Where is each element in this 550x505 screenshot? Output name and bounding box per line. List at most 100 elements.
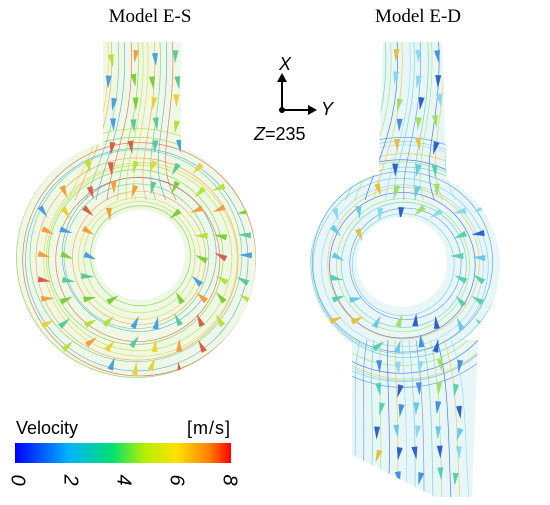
velocity-cone [415, 382, 422, 396]
streamline [85, 42, 120, 201]
velocity-cone [435, 426, 442, 440]
velocity-cone [329, 316, 343, 325]
velocity-cone [415, 117, 422, 131]
axis-triad [277, 73, 317, 115]
velocity-cone [37, 250, 51, 258]
velocity-cone [59, 184, 68, 199]
velocity-cone [212, 183, 226, 191]
colorbar-scale [15, 443, 231, 463]
streamline [415, 339, 425, 497]
colorbar-tick-label: 8 [219, 474, 241, 485]
velocity-cone [130, 73, 137, 87]
velocity-cone [349, 297, 363, 304]
streamline [22, 142, 256, 377]
velocity-cone [127, 140, 134, 154]
velocity-cone [107, 54, 114, 68]
velocity-cone [172, 50, 179, 64]
velocity-cone [196, 313, 205, 328]
velocity-cone [128, 335, 139, 349]
velocity-cone [397, 98, 403, 112]
velocity-cone [394, 361, 401, 375]
velocity-cone [191, 275, 204, 287]
velocity-cone [418, 471, 425, 486]
velocity-cone [396, 118, 403, 132]
velocity-cone [215, 291, 227, 304]
streamline [428, 42, 440, 201]
streamline [354, 42, 392, 201]
colorbar-tick-label: 2 [60, 473, 82, 485]
streamline [83, 201, 196, 314]
panel-title: Model E-D [375, 6, 461, 27]
velocity-cone [455, 405, 462, 419]
velocity-cone [133, 49, 140, 64]
streamline [117, 42, 139, 201]
streamline [43, 162, 238, 357]
velocity-cone [147, 358, 156, 372]
velocity-cone [433, 315, 440, 329]
velocity-cone [418, 96, 425, 111]
velocity-cone [453, 230, 467, 239]
velocity-cone [394, 185, 401, 199]
velocity-cone [130, 316, 139, 329]
velocity-cone [418, 334, 425, 348]
velocity-cone [212, 204, 226, 213]
velocity-cone [455, 446, 462, 460]
velocity-cone [171, 162, 181, 176]
velocity-cone [107, 162, 114, 176]
velocity-cone [105, 207, 112, 221]
velocity-cone [450, 253, 464, 260]
colorbar-tick-label: 4 [113, 474, 135, 485]
velocity-cone [171, 180, 181, 194]
velocity-cone [413, 402, 420, 416]
velocity-cone [86, 185, 94, 200]
streamline [55, 177, 221, 342]
velocity-cone [375, 449, 383, 463]
velocity-cone [176, 338, 183, 352]
velocity-cone [453, 383, 460, 398]
velocity-cone [169, 208, 182, 219]
velocity-cone [60, 206, 71, 219]
velocity-cone [110, 181, 117, 195]
velocity-cone [111, 97, 118, 112]
velocity-cone [393, 48, 400, 63]
velocity-cone [456, 317, 465, 331]
velocity-cone [148, 76, 155, 90]
model-es [16, 42, 256, 378]
velocity-cone [371, 315, 381, 329]
velocity-cone [60, 251, 74, 260]
velocity-cone [215, 314, 226, 328]
streamline [408, 339, 416, 497]
axis-label: X [278, 54, 292, 74]
streamline [329, 192, 476, 339]
velocity-cone [433, 141, 440, 155]
velocity-cone [58, 318, 71, 329]
streamline [125, 42, 144, 201]
velocity-cone [176, 139, 183, 153]
velocity-cone [214, 252, 228, 262]
streamline [450, 339, 470, 497]
velocity-cone [41, 226, 55, 235]
streamline [336, 198, 470, 333]
velocity-cone [195, 254, 209, 264]
velocity-cone [41, 295, 55, 302]
arrow-head [308, 105, 317, 115]
velocity-cone [152, 316, 159, 330]
velocity-cone [393, 424, 400, 438]
streamline [413, 42, 429, 201]
velocity-cone [350, 316, 364, 325]
velocity-cone [437, 467, 444, 481]
velocity-cone [150, 181, 157, 195]
streamline [310, 137, 500, 388]
velocity-cone [472, 274, 486, 285]
velocity-cone [59, 296, 74, 305]
streamline [385, 42, 411, 201]
velocity-cone [175, 291, 185, 305]
velocity-cone [355, 205, 362, 219]
velocity-cone [329, 224, 341, 237]
velocity-cone [40, 319, 54, 329]
streamline [403, 42, 422, 201]
velocity-cone [374, 182, 382, 197]
velocity-cone [431, 164, 438, 178]
velocity-cone [436, 93, 442, 107]
